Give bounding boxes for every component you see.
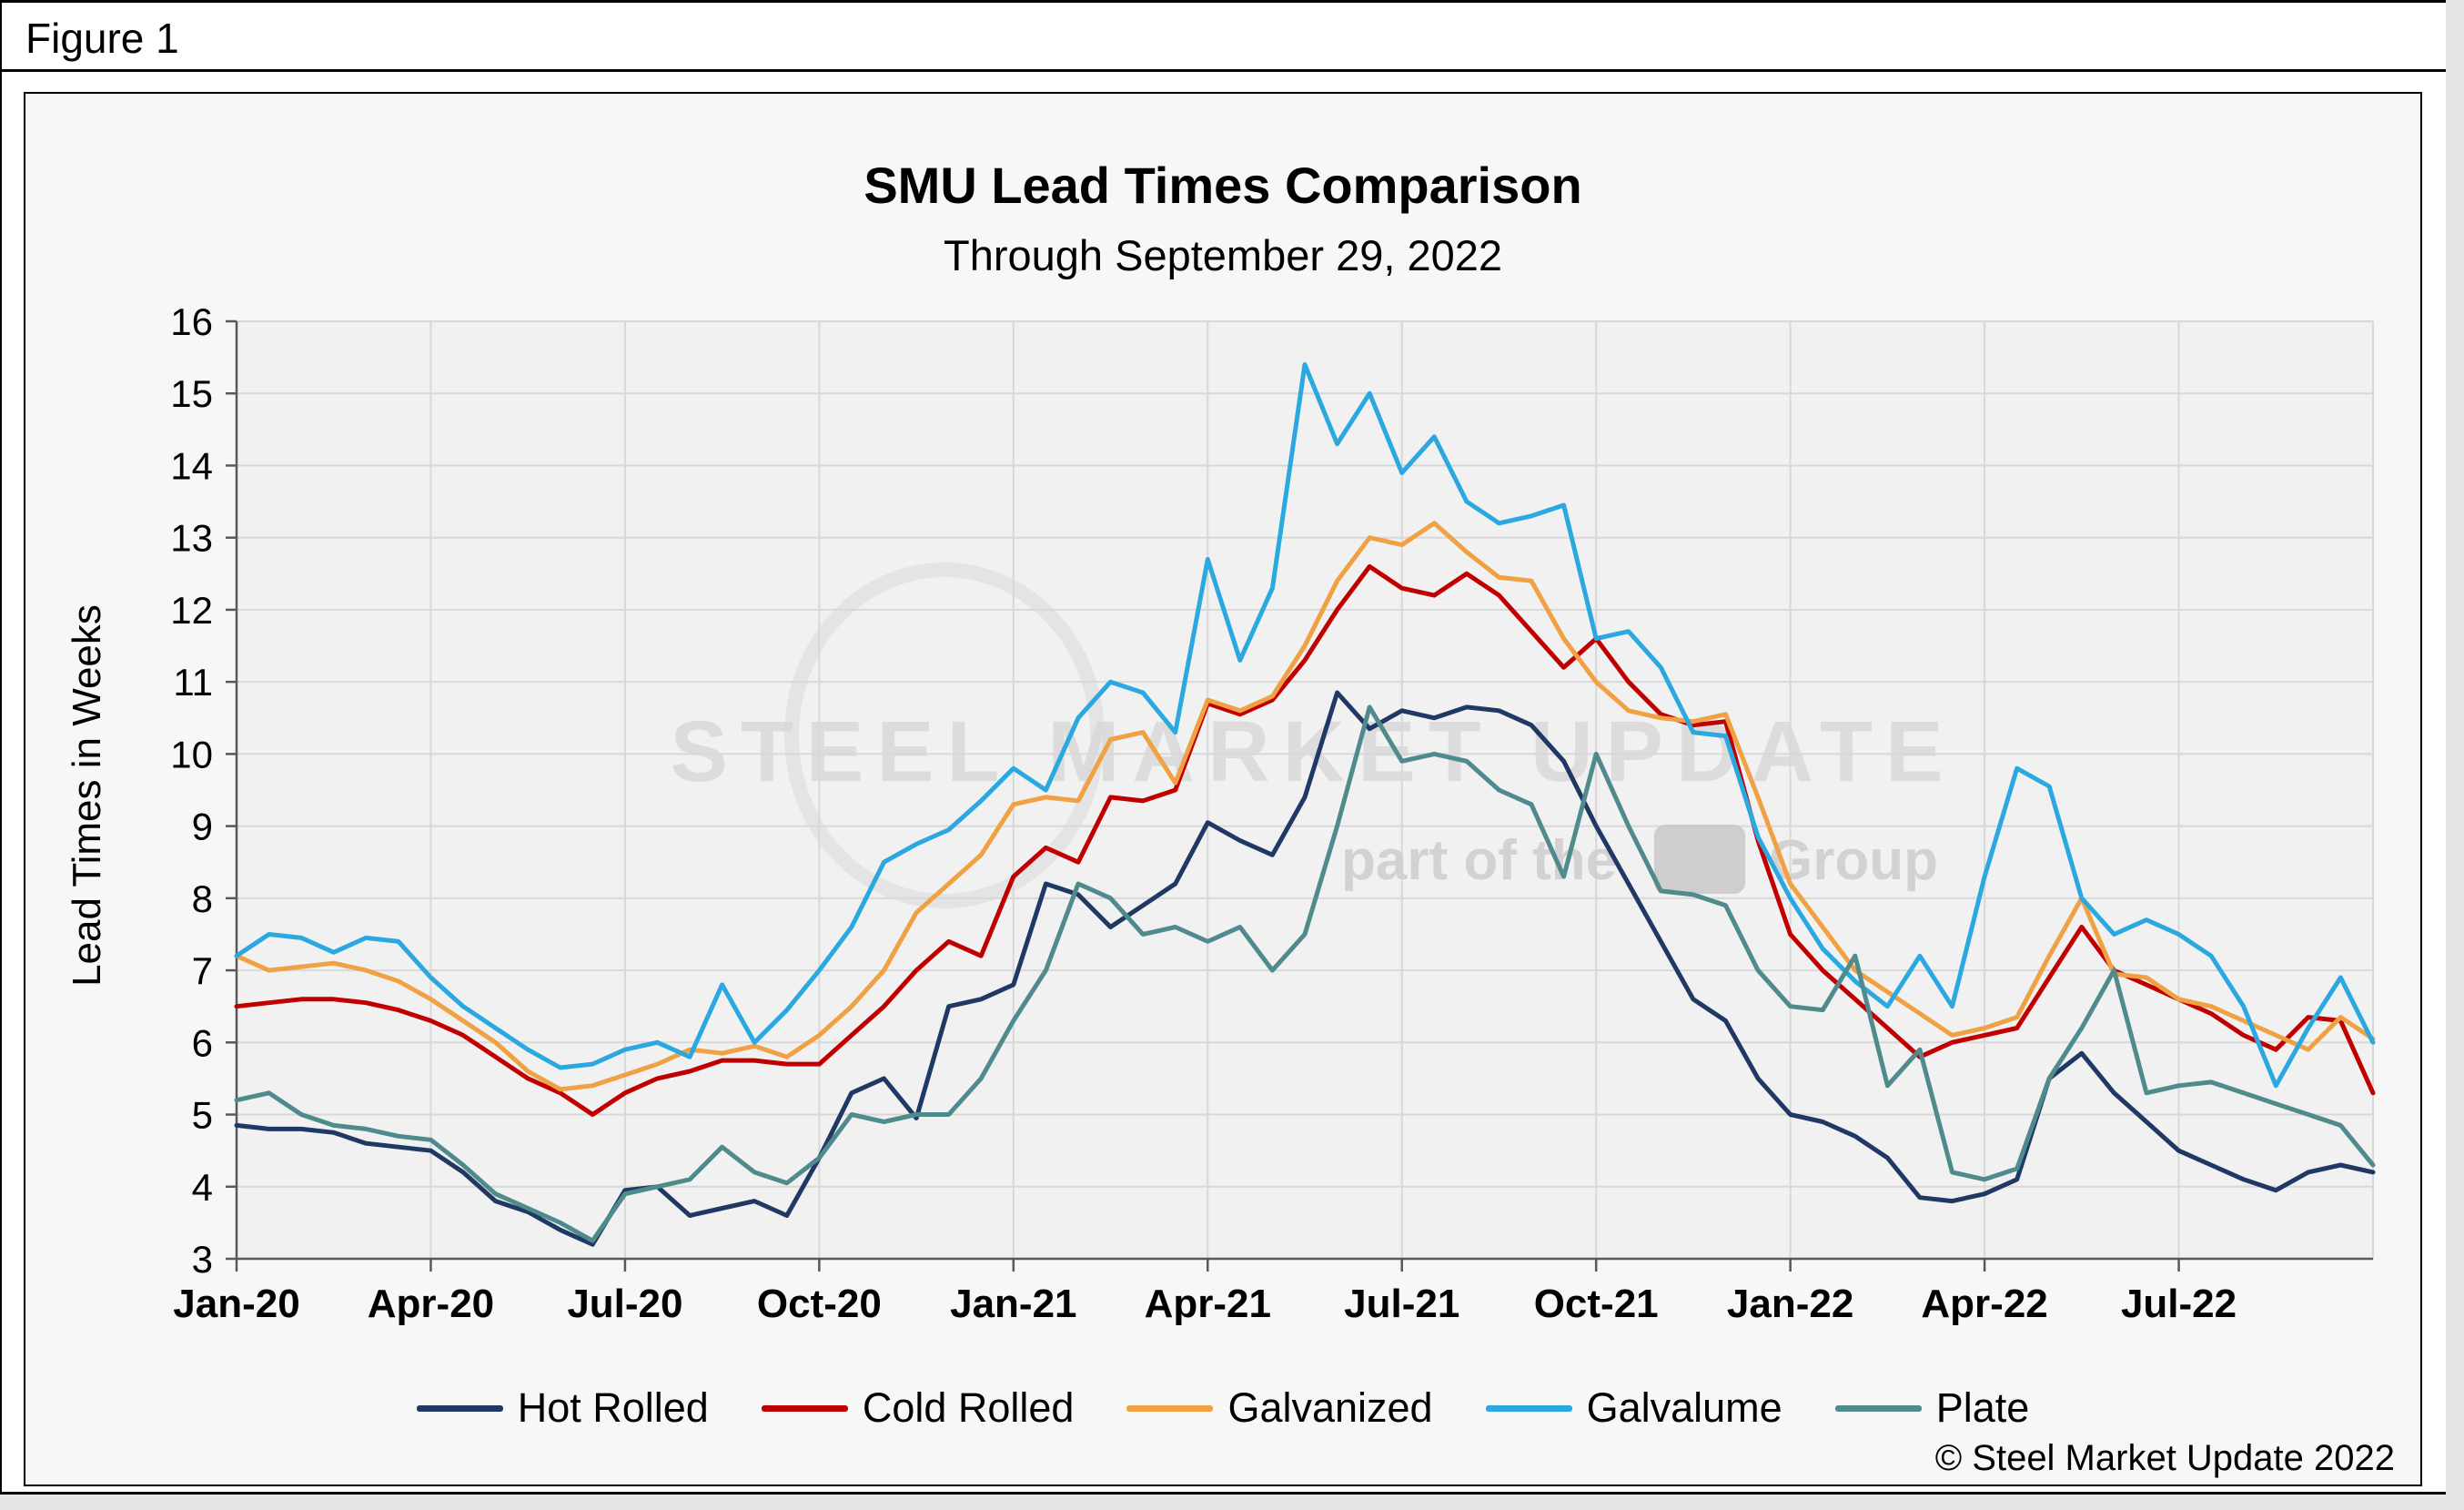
y-tick-label: 8 [192,877,213,920]
series-galvanized [234,521,2376,1092]
y-tick-label: 11 [173,661,213,704]
legend-swatch [1834,1404,1922,1412]
figure-header-bar: Figure 1 [2,3,2446,72]
watermark-circle [784,562,1105,908]
legend-label: Hot Rolled [517,1384,709,1431]
legend-label: Plate [1935,1384,2030,1431]
y-tick-label: 7 [192,949,213,992]
x-tick-label: Oct-20 [757,1282,882,1326]
legend-swatch [1485,1404,1572,1412]
legend-item-galvanized: Galvanized [1126,1384,1433,1432]
watermark-text: STEEL MARKET UPDATE [670,704,1955,800]
y-tick-label: 13 [170,517,213,560]
y-tick-label: 14 [170,444,213,487]
legend-item-plate: Plate [1834,1384,2030,1432]
y-tick-label: 9 [192,806,213,848]
y-tick-label: 4 [192,1166,213,1209]
legend-label: Cold Rolled [862,1384,1075,1431]
x-tick-label: Oct-21 [1534,1282,1659,1326]
figure-label: Figure 1 [25,15,179,62]
legend-swatch [1126,1404,1214,1412]
chart-subtitle: Through September 29, 2022 [943,231,1503,279]
y-tick-label: 12 [170,589,213,632]
legend-item-galvalume: Galvalume [1485,1384,1782,1432]
chart-title: SMU Lead Times Comparison [863,157,1582,214]
series-plate [234,704,2376,1243]
legend-label: Galvanized [1227,1384,1433,1431]
legend-swatch [761,1404,848,1412]
x-tick-label: Jul-21 [1344,1282,1459,1326]
x-tick-label: Apr-21 [1145,1282,1271,1326]
legend-item-cold-rolled: Cold Rolled [761,1384,1075,1432]
y-tick-label: 3 [192,1238,213,1281]
copyright-text: © Steel Market Update 2022 [1934,1438,2395,1478]
legend-swatch [416,1404,503,1412]
chart-legend: Hot Rolled Cold Rolled Galvanized Galvalume… [25,1384,2420,1432]
y-tick-label: 6 [192,1021,213,1064]
legend-item-hot-rolled: Hot Rolled [416,1384,709,1432]
y-tick-label: 15 [170,372,213,415]
y-tick-label: 16 [170,300,213,343]
x-tick-label: Jan-20 [173,1282,299,1326]
x-tick-label: Jan-21 [950,1282,1076,1326]
y-tick-label: 10 [170,733,213,775]
x-tick-label: Jan-22 [1727,1282,1853,1326]
plot-svg: STEEL MARKET UPDATE part of the Group 3 4 5 6 7… [170,300,2376,1326]
x-tick-label: Jul-22 [2121,1282,2237,1326]
y-tick-label: 5 [192,1094,213,1137]
watermark-subtext: part of the [1341,829,1617,892]
x-tick-label: Apr-22 [1921,1282,2047,1326]
chart-panel: SMU Lead Times Comparison Through Septem… [24,92,2422,1486]
x-tick-label: Apr-20 [368,1282,494,1326]
legend-label: Galvalume [1586,1384,1782,1431]
series-cold-rolled [234,563,2376,1117]
series-galvalume [234,362,2376,1089]
x-tick-label: Jul-20 [567,1282,682,1326]
watermark-subtext: Group [1769,829,1938,892]
watermark-logo-box [1654,825,1745,894]
series-hot-rolled [234,690,2376,1247]
